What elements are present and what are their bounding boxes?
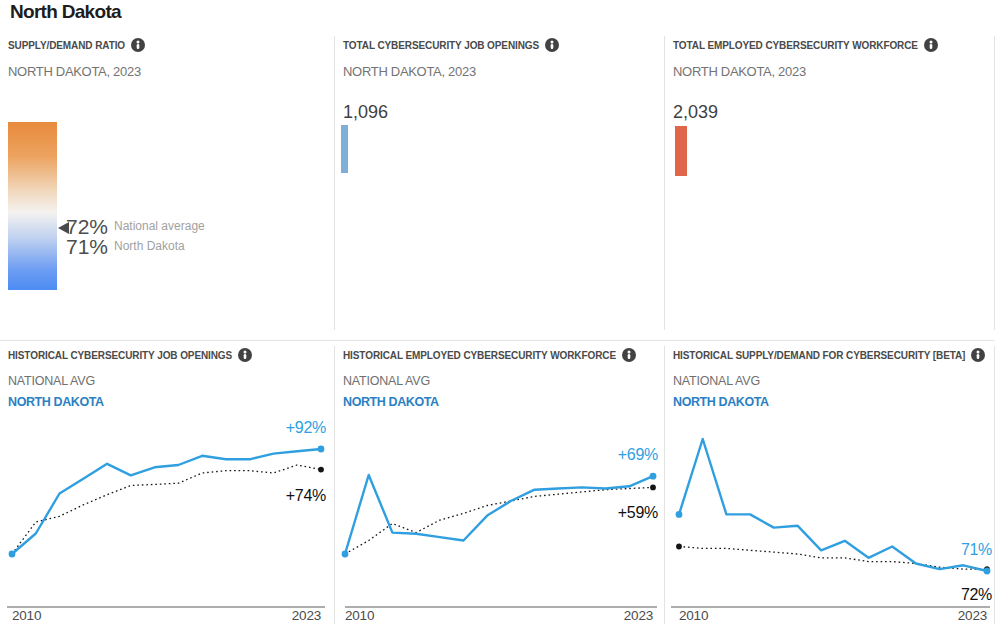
- national-end-value: +59%: [578, 505, 658, 521]
- state-ratio-value: 71%: [66, 236, 108, 257]
- state-end-value: 71%: [912, 542, 992, 558]
- x-axis-start-label: 2010: [345, 609, 374, 623]
- national-average-value: 72%: [66, 216, 108, 237]
- info-icon[interactable]: [545, 38, 559, 52]
- info-icon[interactable]: [924, 38, 938, 52]
- supply-demand-gradient-bar: [8, 122, 57, 290]
- x-axis-start-label: 2010: [679, 609, 708, 623]
- panel-title: TOTAL CYBERSECURITY JOB OPENINGS: [343, 38, 559, 52]
- info-icon[interactable]: [131, 38, 145, 52]
- panel-subtitle: NORTH DAKOTA, 2023: [673, 64, 806, 79]
- panel-title: SUPPLY/DEMAND RATIO: [8, 38, 145, 52]
- historical-openings-panel: HISTORICAL CYBERSECURITY JOB OPENINGS NA…: [0, 340, 335, 624]
- historical-supply-demand-panel: HISTORICAL SUPPLY/DEMAND FOR CYBERSECURI…: [665, 340, 995, 624]
- state-end-value: +69%: [578, 447, 658, 463]
- panel-title-label: TOTAL CYBERSECURITY JOB OPENINGS: [343, 40, 539, 51]
- historical-openings-chart[interactable]: [0, 340, 335, 624]
- supply-demand-panel: SUPPLY/DEMAND RATIO NORTH DAKOTA, 2023 7…: [0, 30, 335, 340]
- x-axis-end-label: 2023: [292, 609, 321, 623]
- x-axis-end-label: 2023: [624, 609, 653, 623]
- employed-bar: [675, 126, 687, 176]
- employed-value: 2,039: [673, 102, 718, 123]
- historical-supply-demand-chart[interactable]: [665, 340, 995, 624]
- panel-title-label: SUPPLY/DEMAND RATIO: [8, 40, 125, 51]
- national-end-value: +74%: [246, 488, 326, 504]
- panel-title: TOTAL EMPLOYED CYBERSECURITY WORKFORCE: [673, 38, 938, 52]
- job-openings-bar: [341, 125, 348, 173]
- national-average-label: National average: [114, 220, 205, 232]
- x-axis-start-label: 2010: [12, 609, 41, 623]
- employed-workforce-panel: TOTAL EMPLOYED CYBERSECURITY WORKFORCE N…: [665, 30, 995, 340]
- panel-title-label: TOTAL EMPLOYED CYBERSECURITY WORKFORCE: [673, 40, 918, 51]
- page-title: North Dakota: [10, 1, 121, 23]
- panel-subtitle: NORTH DAKOTA, 2023: [343, 64, 476, 79]
- national-end-value: 72%: [912, 587, 992, 603]
- job-openings-value: 1,096: [343, 102, 388, 123]
- state-end-value: +92%: [246, 420, 326, 436]
- job-openings-panel: TOTAL CYBERSECURITY JOB OPENINGS NORTH D…: [335, 30, 665, 340]
- panel-subtitle: NORTH DAKOTA, 2023: [8, 64, 141, 79]
- historical-employed-chart[interactable]: [335, 340, 665, 624]
- dashboard: North Dakota SUPPLY/DEMAND RATIO NORTH D…: [0, 0, 995, 624]
- x-axis-end-label: 2023: [958, 609, 987, 623]
- state-ratio-label: North Dakota: [114, 240, 185, 252]
- historical-employed-panel: HISTORICAL EMPLOYED CYBERSECURITY WORKFO…: [335, 340, 665, 624]
